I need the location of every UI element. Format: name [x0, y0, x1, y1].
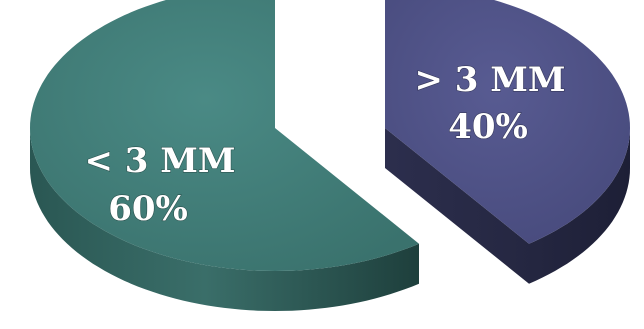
slice-lt3mm: < 3 MM 60% — [30, 0, 419, 311]
slice-lt3mm-top — [30, 0, 419, 271]
slice-gt3mm-top — [385, 0, 630, 244]
slice-lt3mm-value-label: 60% — [108, 189, 188, 229]
slice-lt3mm-side — [30, 128, 419, 311]
slice-gt3mm-side — [385, 128, 630, 284]
slice-gt3mm-value-label: 40% — [448, 107, 528, 147]
slice-lt3mm-category-label: < 3 MM — [84, 141, 235, 181]
slice-gt3mm: > 3 MM 40% — [385, 0, 630, 284]
slice-gt3mm-category-label: > 3 MM — [414, 60, 565, 100]
